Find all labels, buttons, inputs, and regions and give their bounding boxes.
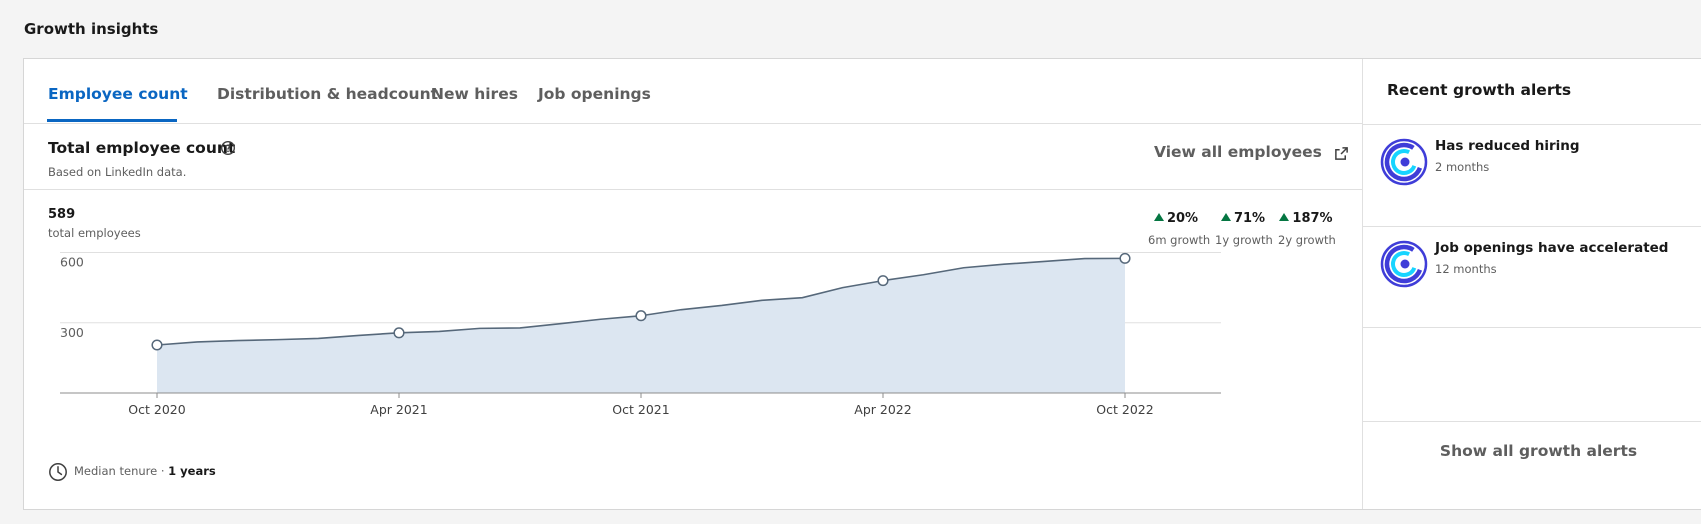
external-link-icon[interactable] <box>1334 146 1349 161</box>
growth-6m-label: 6m growth <box>1148 233 1211 247</box>
tab-distribution-headcount[interactable]: Distribution & headcount <box>217 85 439 103</box>
alert-duration: 12 months <box>1435 262 1497 276</box>
chart-title: Total employee count <box>48 139 236 157</box>
active-tab-indicator <box>47 119 177 122</box>
employee-count-chart: 600 300 Oct 2020 Apr 2021 Oct 2021 Apr 2022 Oc… <box>60 252 1221 417</box>
x-tick-label: Oct 2021 <box>612 402 669 417</box>
growth-1y: 71% 1y growth <box>1215 207 1273 247</box>
growth-6m: 20% 6m growth <box>1148 207 1211 247</box>
growth-2y-label: 2y growth <box>1278 233 1336 247</box>
median-tenure: Median tenure · 1 years <box>48 463 216 481</box>
clock-icon <box>49 463 67 481</box>
alert-item[interactable]: Job openings have accelerated 12 months <box>1363 227 1701 327</box>
growth-2y-value: 187% <box>1292 211 1333 226</box>
alert-title: Job openings have accelerated <box>1435 240 1669 256</box>
y-tick-label: 300 <box>60 325 84 340</box>
divider <box>1363 226 1701 227</box>
x-tick-label: Apr 2021 <box>370 402 427 417</box>
section-title: Growth insights <box>24 20 159 38</box>
tab-new-hires[interactable]: New hires <box>431 85 518 103</box>
growth-1y-label: 1y growth <box>1215 233 1273 247</box>
employee-count-panel: Employee count Distribution & headcount … <box>24 59 1363 509</box>
data-point <box>877 275 889 287</box>
growth-2y: 187% 2y growth <box>1278 207 1336 247</box>
growth-6m-value: 20% <box>1166 211 1199 226</box>
median-tenure-value: 1 years <box>168 464 216 478</box>
chart-area-fill <box>157 258 1125 393</box>
total-employee-label: total employees <box>48 226 141 240</box>
median-tenure-label: Median tenure · <box>74 464 169 478</box>
x-tick-label: Oct 2022 <box>1096 402 1153 417</box>
growth-alerts-title: Recent growth alerts <box>1387 81 1572 99</box>
data-point <box>393 327 405 339</box>
alert-title: Has reduced hiring <box>1435 138 1580 154</box>
chart-subtitle: Based on LinkedIn data. <box>48 165 187 179</box>
view-all-employees-link[interactable]: View all employees <box>1154 143 1322 161</box>
divider <box>1363 327 1701 328</box>
data-point <box>635 310 647 322</box>
divider <box>1363 124 1701 125</box>
tab-employee-count[interactable]: Employee count <box>48 85 188 103</box>
tab-bar: Employee count Distribution & headcount … <box>24 59 1362 124</box>
company-logo-icon <box>1380 240 1428 288</box>
tab-job-openings[interactable]: Job openings <box>538 85 651 103</box>
up-arrow-icon <box>1220 213 1231 221</box>
up-arrow-icon <box>1279 213 1290 221</box>
growth-insights-card: Employee count Distribution & headcount … <box>23 58 1701 510</box>
growth-alerts-panel: Recent growth alerts Has reduced hiring … <box>1363 59 1701 509</box>
chart-header: Total employee count Based on LinkedIn d… <box>24 124 1362 190</box>
total-employee-value: 589 <box>48 207 76 222</box>
data-point <box>151 339 163 351</box>
data-point <box>1119 252 1131 264</box>
y-tick-label: 600 <box>60 255 84 270</box>
show-all-growth-alerts-button[interactable]: Show all growth alerts <box>1439 442 1638 460</box>
x-tick-label: Oct 2020 <box>128 402 185 417</box>
alert-item[interactable]: Has reduced hiring 2 months <box>1363 125 1701 225</box>
up-arrow-icon <box>1153 213 1164 221</box>
x-tick-label: Apr 2022 <box>854 402 911 417</box>
divider <box>1363 421 1701 422</box>
alert-duration: 2 months <box>1435 160 1490 174</box>
help-icon[interactable] <box>220 140 236 156</box>
growth-1y-value: 71% <box>1233 211 1266 226</box>
company-logo-icon <box>1380 138 1428 186</box>
